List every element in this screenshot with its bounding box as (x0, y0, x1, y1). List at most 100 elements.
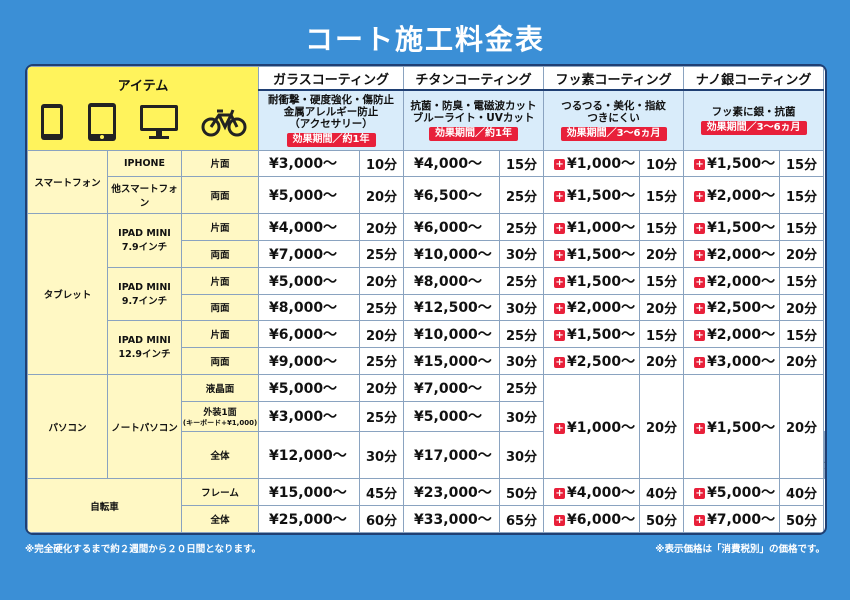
price-value: ¥5,000〜 (269, 188, 338, 205)
price-value: ¥25,000〜 (269, 512, 347, 529)
price-cell: + ¥6,000〜 (543, 505, 641, 533)
plus-icon: + (694, 249, 706, 261)
sub-ipad-mini-12-9: IPAD MINI 12.9インチ (107, 320, 182, 375)
time-cell: 20分 (639, 293, 685, 322)
price-value: ¥1,500〜 (567, 273, 636, 290)
plus-icon: + (554, 276, 566, 288)
row-label: 両面 (180, 176, 260, 215)
price-cell: ¥33,000〜 (403, 505, 501, 533)
price-value: ¥12,500〜 (414, 300, 492, 317)
price-value: ¥1,500〜 (707, 156, 776, 173)
price-cell: ¥3,000〜 (258, 400, 361, 433)
sub-ipad-mini-7-9: IPAD MINI 7.9インチ (107, 213, 182, 268)
time-cell: 25分 (499, 266, 545, 295)
plus-icon: + (694, 515, 706, 527)
time-cell: 20分 (779, 373, 825, 480)
plus-icon: + (694, 356, 706, 368)
coating-glass-header: ガラスコーティング (258, 66, 405, 91)
price-value: ¥3,000〜 (707, 353, 776, 370)
item-header: アイテム (27, 66, 260, 151)
price-cell: ¥23,000〜 (403, 478, 501, 507)
time-cell: 25分 (359, 240, 405, 268)
price-cell: ¥25,000〜 (258, 505, 361, 533)
row-label: 液晶面 (180, 373, 260, 402)
plus-icon: + (554, 422, 566, 434)
time-cell: 40分 (779, 478, 825, 507)
note-right: ※表示価格は「消費税別」の価格です。 (655, 544, 825, 555)
price-table: アイテム ガラスコーティング チタンコーティング フッ素コーティング ナノ銀コー… (27, 66, 825, 533)
time-cell: 20分 (359, 266, 405, 295)
price-cell: + ¥1,500〜 (543, 240, 641, 268)
plus-icon: + (554, 249, 566, 261)
price-cell: + ¥1,000〜 (543, 213, 641, 241)
row-label: 全体 (180, 505, 260, 533)
row-label: 片面 (180, 266, 260, 295)
price-value: ¥8,000〜 (269, 300, 338, 317)
price-cell: + ¥1,000〜 (543, 373, 641, 480)
price-cell: ¥17,000〜 (403, 431, 501, 480)
price-table-container: アイテム ガラスコーティング チタンコーティング フッ素コーティング ナノ銀コー… (25, 64, 827, 535)
price-cell: ¥10,000〜 (403, 240, 501, 268)
time-cell: 15分 (639, 176, 685, 215)
time-cell: 15分 (779, 213, 825, 241)
plus-icon: + (554, 488, 566, 500)
time-cell: 25分 (499, 213, 545, 241)
time-cell: 15分 (639, 266, 685, 295)
price-cell: ¥9,000〜 (258, 347, 361, 375)
price-value: ¥33,000〜 (414, 512, 492, 529)
time-cell: 20分 (779, 293, 825, 322)
plus-icon: + (694, 303, 706, 315)
price-value: ¥2,000〜 (567, 300, 636, 317)
coating-fluorine-desc: つるつる・美化・指紋 つきにくい 効果期間／3〜6ヵ月 (543, 89, 685, 151)
price-cell: ¥4,000〜 (258, 213, 361, 241)
coating-fluorine-header: フッ素コーティング (543, 66, 685, 91)
price-value: ¥17,000〜 (414, 448, 492, 465)
bicycle-icon (201, 109, 247, 137)
coating-titan-desc: 抗菌・防臭・電磁波カット ブルーライト・UVカット 効果期間／約1年 (403, 89, 545, 151)
plus-icon: + (694, 276, 706, 288)
row-label: 両面 (180, 347, 260, 375)
price-value: ¥7,000〜 (414, 380, 483, 397)
time-cell: 25分 (499, 176, 545, 215)
price-value: ¥1,500〜 (707, 419, 776, 436)
price-value: ¥2,500〜 (707, 300, 776, 317)
tablet-icon (88, 102, 116, 141)
desc-line: （アクセサリー） (289, 117, 373, 130)
price-value: ¥1,000〜 (567, 156, 636, 173)
sub-ipad-mini-9-7: IPAD MINI 9.7インチ (107, 266, 182, 322)
sub-line: IPAD MINI (118, 228, 171, 239)
time-cell: 25分 (359, 347, 405, 375)
price-cell: + ¥1,500〜 (683, 373, 781, 480)
row-label: 両面 (180, 240, 260, 268)
time-cell: 15分 (499, 149, 545, 178)
time-cell: 15分 (779, 176, 825, 215)
label-line: 外装1面 (203, 407, 237, 418)
price-cell: + ¥1,500〜 (683, 213, 781, 241)
row-label-exterior: 外装1面 (キーボード+¥1,000) (180, 400, 260, 433)
plus-icon: + (554, 223, 566, 235)
price-cell: ¥15,000〜 (403, 347, 501, 375)
price-cell: ¥7,000〜 (258, 240, 361, 268)
sub-line: 7.9インチ (121, 242, 168, 253)
coating-nanosilver-header: ナノ銀コーティング (683, 66, 825, 91)
price-value: ¥4,000〜 (414, 156, 483, 173)
time-cell: 15分 (779, 149, 825, 178)
time-cell: 25分 (359, 400, 405, 433)
price-value: ¥5,000〜 (414, 409, 483, 426)
time-cell: 20分 (359, 176, 405, 215)
price-cell: + ¥2,000〜 (683, 240, 781, 268)
price-value: ¥3,000〜 (269, 156, 338, 173)
price-cell: + ¥2,500〜 (683, 293, 781, 322)
price-cell: + ¥7,000〜 (683, 505, 781, 533)
price-value: ¥3,000〜 (269, 409, 338, 426)
row-label: 両面 (180, 293, 260, 322)
price-value: ¥2,000〜 (707, 273, 776, 290)
time-cell: 15分 (639, 320, 685, 349)
desc-line: つきにくい (587, 111, 640, 124)
item-header-label: アイテム (117, 78, 169, 94)
time-cell: 15分 (779, 320, 825, 349)
price-value: ¥10,000〜 (414, 246, 492, 263)
time-cell: 10分 (639, 149, 685, 178)
plus-icon: + (694, 159, 706, 171)
time-cell: 50分 (499, 478, 545, 507)
